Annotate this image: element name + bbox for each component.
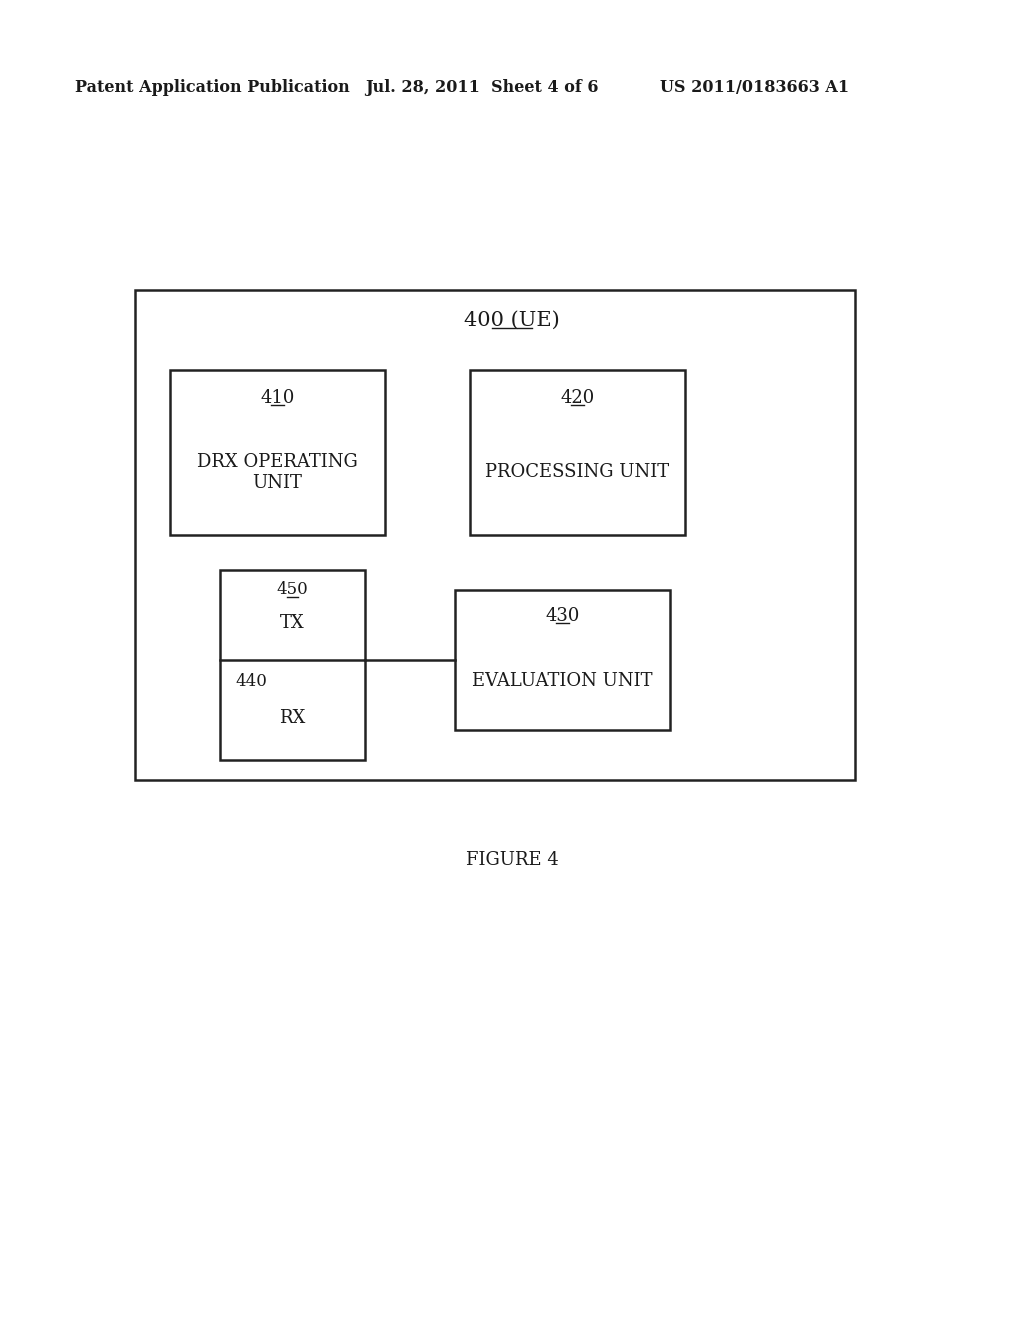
Text: TX: TX — [281, 614, 305, 632]
Text: 400 (UE): 400 (UE) — [464, 310, 560, 330]
Bar — [455, 590, 670, 730]
Text: 430: 430 — [546, 607, 580, 624]
Text: EVALUATION UNIT: EVALUATION UNIT — [472, 672, 652, 690]
Text: 440: 440 — [234, 673, 267, 690]
Text: FIGURE 4: FIGURE 4 — [466, 851, 558, 869]
Text: 410: 410 — [260, 389, 295, 407]
Text: DRX OPERATING
UNIT: DRX OPERATING UNIT — [198, 453, 357, 491]
Text: 420: 420 — [560, 389, 595, 407]
Text: RX: RX — [280, 709, 306, 727]
Text: US 2011/0183663 A1: US 2011/0183663 A1 — [660, 79, 849, 96]
Bar — [470, 370, 685, 535]
Text: 450: 450 — [276, 582, 308, 598]
Bar — [135, 290, 855, 780]
Bar — [220, 570, 365, 760]
Text: PROCESSING UNIT: PROCESSING UNIT — [485, 463, 670, 482]
Text: Patent Application Publication: Patent Application Publication — [75, 79, 350, 96]
Bar — [170, 370, 385, 535]
Text: Jul. 28, 2011  Sheet 4 of 6: Jul. 28, 2011 Sheet 4 of 6 — [365, 79, 598, 96]
